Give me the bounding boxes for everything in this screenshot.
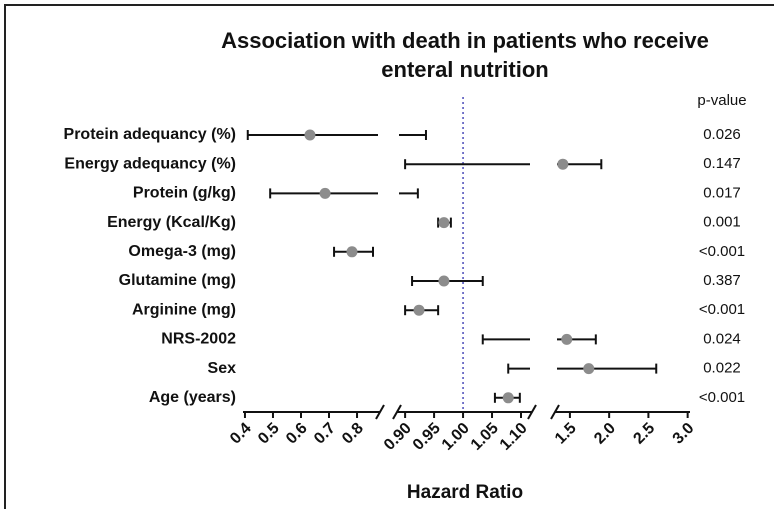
p-value: 0.017 [703, 184, 741, 201]
axis-break [392, 404, 402, 420]
x-tick-label: 1.05 [468, 420, 502, 454]
frame [4, 4, 774, 509]
axis-break [550, 404, 560, 420]
p-value: 0.147 [703, 155, 741, 172]
x-tick-label: 2.0 [591, 420, 619, 448]
x-tick-label: 3.0 [670, 420, 698, 448]
row-label: Protein (g/kg) [133, 185, 236, 202]
point [561, 333, 573, 345]
point [438, 217, 450, 229]
p-value: 0.026 [703, 126, 741, 143]
axis-break [375, 404, 385, 420]
p-value: 0.022 [703, 360, 741, 377]
x-tick-label: 0.8 [339, 420, 367, 448]
row-label: NRS-2002 [161, 331, 236, 348]
x-tick-label: 2.5 [630, 420, 658, 448]
point [557, 158, 569, 170]
p-value: <0.001 [699, 243, 745, 260]
point [304, 129, 316, 141]
row-label: Arginine (mg) [132, 301, 236, 318]
x-axis-label: Hazard Ratio [407, 482, 523, 503]
x-tick-label: 0.7 [311, 420, 339, 448]
x-tick-label: 0.6 [283, 420, 311, 448]
row-label: Protein adequancy (%) [64, 126, 236, 143]
p-value: 0.001 [703, 214, 741, 231]
axis-break [527, 404, 537, 420]
row-label: Omega-3 (mg) [128, 243, 236, 260]
x-tick-label: 0.4 [227, 420, 255, 448]
p-value: <0.001 [699, 301, 745, 318]
point [319, 187, 331, 199]
x-tick-label: 0.90 [381, 420, 415, 454]
p-value-header: p-value [697, 92, 746, 109]
point [413, 304, 425, 316]
p-value: 0.387 [703, 272, 741, 289]
x-tick-label: 1.10 [497, 420, 531, 454]
point [438, 275, 450, 287]
row-label: Sex [208, 360, 237, 377]
row-label: Glutamine (mg) [119, 272, 236, 289]
x-tick-label: 0.95 [410, 420, 444, 454]
point [583, 363, 595, 375]
row-label: Energy adequancy (%) [64, 155, 236, 172]
chart-title: enteral nutrition [381, 57, 548, 82]
p-value: 0.024 [703, 330, 741, 347]
x-tick-label: 1.00 [439, 420, 473, 454]
x-tick-label: 1.5 [552, 420, 580, 448]
point [502, 392, 514, 404]
chart-title: Association with death in patients who r… [221, 28, 709, 53]
point [346, 246, 358, 258]
x-tick-label: 0.5 [255, 420, 283, 448]
row-label: Age (years) [149, 389, 236, 406]
row-label: Energy (Kcal/Kg) [107, 214, 236, 231]
p-value: <0.001 [699, 389, 745, 406]
